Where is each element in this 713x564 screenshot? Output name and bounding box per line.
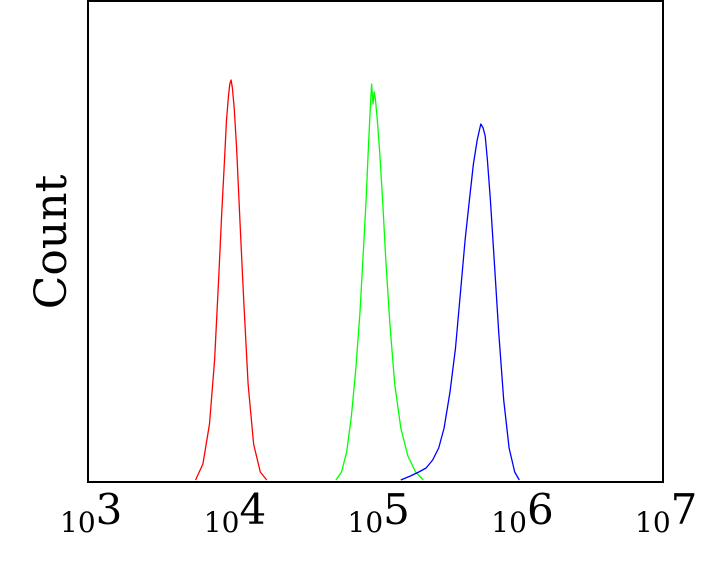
x-tick-base: 10 [60, 506, 96, 539]
x-tick-base: 10 [635, 506, 671, 539]
series-layer [195, 79, 520, 481]
histogram-series-3 [400, 123, 520, 481]
x-axis-tick-labels: 103 104 105 106 107 [60, 485, 697, 539]
x-tick-label: 105 [348, 485, 410, 539]
histogram-series-2 [335, 83, 424, 481]
x-tick-base: 10 [204, 506, 240, 539]
y-axis-label: Count [26, 174, 77, 309]
x-tick-base: 10 [348, 506, 384, 539]
x-tick-label: 103 [60, 485, 122, 539]
x-tick-exponent: 3 [96, 485, 123, 534]
x-tick-exponent: 7 [671, 485, 698, 534]
x-tick-label: 104 [204, 485, 266, 539]
plot-area-frame [87, 0, 664, 483]
x-tick-label: 107 [635, 485, 697, 539]
histogram-series-1 [195, 79, 268, 481]
x-tick-exponent: 5 [383, 485, 410, 534]
x-tick-label: 106 [491, 485, 553, 539]
x-tick-exponent: 4 [239, 485, 266, 534]
x-tick-base: 10 [491, 506, 527, 539]
x-tick-exponent: 6 [527, 485, 554, 534]
